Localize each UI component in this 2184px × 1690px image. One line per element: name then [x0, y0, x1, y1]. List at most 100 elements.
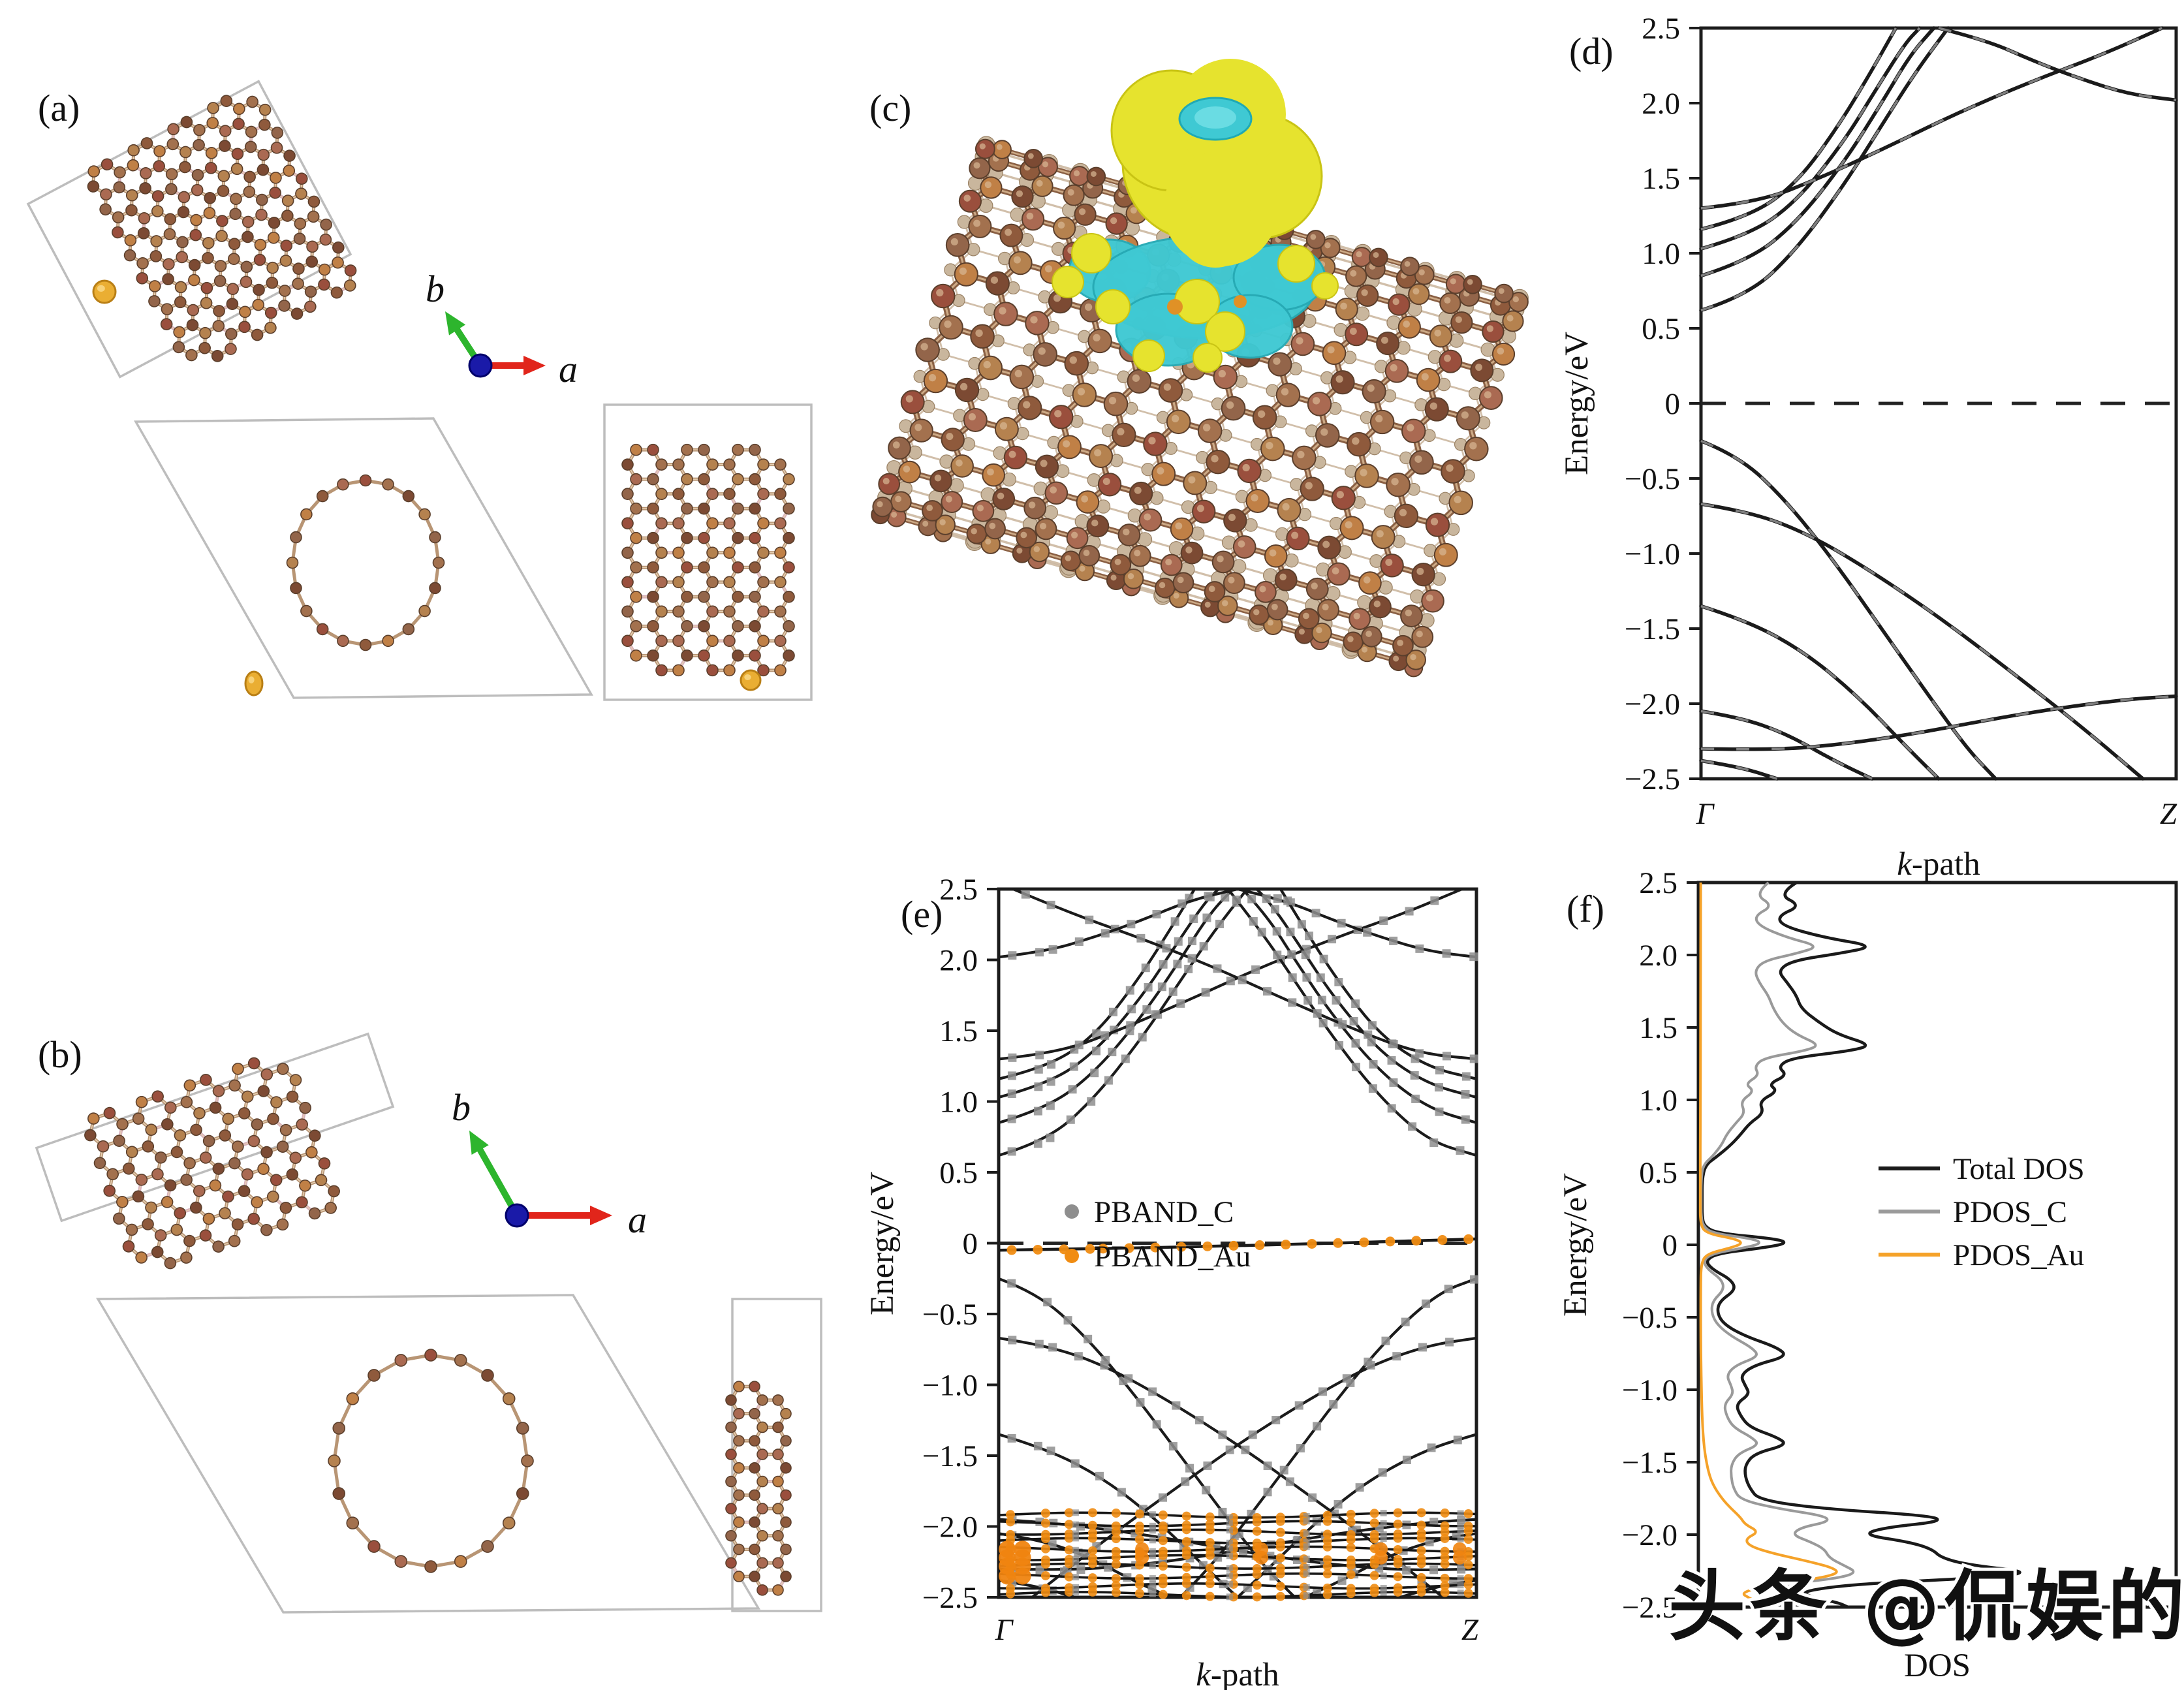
band-marker-carbon — [1337, 1576, 1347, 1585]
au-band-line — [998, 1591, 1477, 1599]
band-marker-carbon — [1072, 1535, 1079, 1542]
atom — [1110, 554, 1132, 576]
band-marker-carbon — [1048, 945, 1057, 954]
band-marker-carbon — [1046, 900, 1055, 909]
atom — [1255, 580, 1277, 603]
atom — [1086, 166, 1106, 187]
band-marker-carbon — [1100, 929, 1110, 938]
atom — [1204, 581, 1226, 602]
atom — [1066, 527, 1089, 550]
atom — [217, 185, 230, 197]
atom-highlight — [1454, 495, 1461, 504]
band-marker-carbon — [1434, 1083, 1443, 1092]
band-marker-carbon — [1185, 1463, 1194, 1473]
legend-label-pdos-au: PDOS_Au — [1953, 1238, 2084, 1272]
band-marker-au — [1181, 1511, 1191, 1521]
band-marker-carbon — [1034, 1065, 1043, 1074]
band-marker-carbon — [1442, 1052, 1451, 1061]
band-marker-au — [1111, 1509, 1121, 1518]
band-marker-carbon — [1392, 1352, 1401, 1361]
band-marker-carbon — [1142, 1005, 1151, 1014]
atom — [1127, 369, 1152, 394]
band-marker-carbon — [1072, 1560, 1079, 1567]
atom — [127, 144, 140, 157]
atom — [106, 1168, 119, 1181]
atom — [698, 620, 710, 633]
atom — [993, 302, 1018, 326]
atom — [1023, 496, 1047, 520]
atom-highlight — [1079, 565, 1085, 572]
atom — [116, 1118, 129, 1131]
atom — [757, 1557, 768, 1569]
band-marker-carbon — [1442, 949, 1451, 958]
atom-highlight — [1134, 486, 1142, 494]
atom — [757, 576, 770, 589]
band-marker-au — [1393, 1545, 1403, 1555]
atom — [315, 1174, 328, 1187]
isosurface-orange-glint — [1234, 295, 1247, 308]
atom — [1369, 595, 1392, 619]
band-marker-carbon — [1149, 1527, 1156, 1534]
atom — [165, 183, 178, 196]
atom — [621, 634, 634, 648]
atom — [757, 664, 770, 677]
atom — [706, 605, 719, 618]
band-marker-au — [1005, 1517, 1015, 1527]
atom — [681, 473, 693, 486]
atom — [672, 458, 685, 471]
band-marker-au — [1064, 1559, 1074, 1569]
gizmo-a-axis-label-panel-a: a — [559, 348, 578, 390]
band-marker-au — [1411, 1236, 1422, 1246]
band-marker-au — [1158, 1510, 1168, 1520]
band-marker-carbon — [1380, 1509, 1387, 1516]
axis-arrow-head — [469, 1131, 489, 1155]
atom — [749, 1435, 760, 1447]
band-marker-carbon — [1317, 995, 1326, 1005]
atom — [1478, 386, 1503, 410]
atom — [1482, 320, 1505, 343]
y-tick-label: −1.5 — [922, 1439, 978, 1473]
atom — [212, 1163, 225, 1175]
band-marker-au — [1275, 1582, 1285, 1591]
atom — [783, 649, 795, 662]
atom — [232, 1063, 244, 1075]
atom — [238, 1185, 251, 1197]
atom — [176, 251, 188, 264]
atom — [732, 590, 744, 603]
atom — [655, 517, 668, 530]
atom — [1401, 418, 1426, 443]
band-marker-au — [1205, 1591, 1215, 1601]
band-marker-carbon — [1178, 899, 1187, 908]
atom — [219, 1129, 232, 1142]
atom — [122, 1162, 135, 1175]
atom — [222, 1190, 234, 1203]
atom — [251, 1196, 263, 1209]
atom — [213, 305, 225, 317]
band-marker-carbon — [1173, 960, 1182, 969]
panel-e-x-axis-label: k-path — [1196, 1657, 1279, 1690]
band-marker-au — [1205, 1550, 1215, 1560]
band-marker-carbon — [1035, 1339, 1044, 1349]
atom — [418, 508, 431, 521]
atom-highlight — [1332, 567, 1339, 575]
band-marker-au — [1205, 1512, 1215, 1522]
atom-highlight — [920, 343, 928, 351]
band-marker-au — [1369, 1509, 1379, 1518]
atom-highlight — [944, 320, 952, 328]
atom — [142, 1218, 154, 1230]
atom-highlight — [1467, 279, 1473, 285]
atom — [929, 469, 952, 493]
atom-highlight — [1353, 612, 1360, 619]
atom-highlight — [1434, 329, 1442, 337]
gold-atom — [92, 279, 117, 304]
atom-highlight — [1165, 559, 1172, 566]
atom-highlight — [1512, 296, 1520, 303]
atom — [308, 1207, 321, 1220]
atom — [300, 508, 313, 521]
atom-highlight — [1083, 550, 1090, 556]
atom — [116, 1196, 129, 1208]
atom — [1086, 514, 1110, 538]
band-marker-au — [1040, 1509, 1050, 1518]
band-marker-carbon — [1100, 1031, 1110, 1040]
atom — [260, 1068, 273, 1081]
